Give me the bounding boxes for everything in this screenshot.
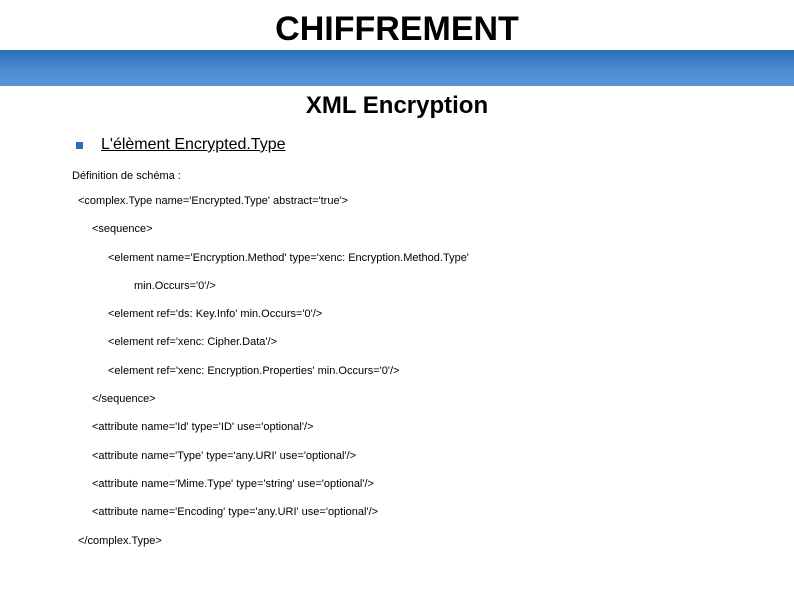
page-subtitle: XML Encryption (0, 92, 794, 120)
bullet-item: L'élèment Encrypted.Type (76, 136, 286, 154)
code-line: <element ref='xenc: Encryption.Propertie… (78, 364, 469, 378)
element-label: L'élèment Encrypted.Type (101, 136, 286, 154)
header-band (0, 50, 794, 86)
code-line: <sequence> (78, 222, 469, 236)
code-line: <complex.Type name='Encrypted.Type' abst… (78, 194, 469, 208)
code-line: </complex.Type> (78, 534, 469, 548)
schema-code-block: <complex.Type name='Encrypted.Type' abst… (78, 194, 469, 562)
code-line: <attribute name='Encoding' type='any.URI… (78, 505, 469, 519)
code-line: <element ref='xenc: Cipher.Data'/> (78, 335, 469, 349)
bullet-square-icon (76, 142, 83, 149)
code-line: <attribute name='Type' type='any.URI' us… (78, 449, 469, 463)
code-line: min.Occurs='0'/> (78, 279, 469, 293)
definition-label: Définition de schéma : (72, 170, 181, 182)
code-line: </sequence> (78, 392, 469, 406)
code-line: <attribute name='Mime.Type' type='string… (78, 477, 469, 491)
code-line: <attribute name='Id' type='ID' use='opti… (78, 420, 469, 434)
code-line: <element ref='ds: Key.Info' min.Occurs='… (78, 307, 469, 321)
page-title: CHIFFREMENT (0, 10, 794, 49)
code-line: <element name='Encryption.Method' type='… (78, 251, 469, 265)
